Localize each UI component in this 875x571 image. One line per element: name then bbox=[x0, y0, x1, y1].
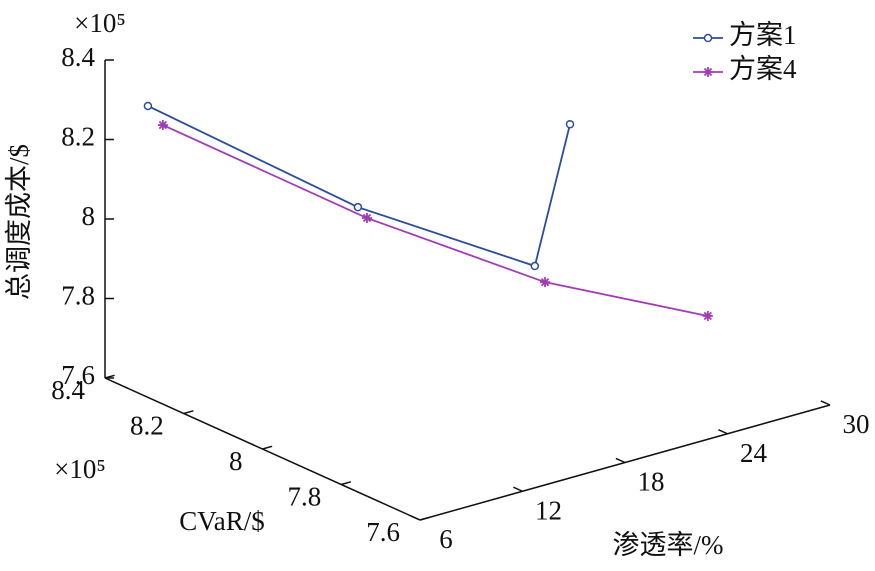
z-tick-label: 8 bbox=[82, 201, 96, 231]
x-tick bbox=[410, 515, 421, 521]
z-tick-label: 7.6 bbox=[61, 360, 95, 390]
y-axis-title: CVaR/$ bbox=[179, 506, 265, 536]
z-multiplier: ×10⁵ bbox=[74, 8, 126, 38]
y-tick bbox=[183, 410, 194, 415]
y-tick bbox=[104, 374, 115, 379]
series-line bbox=[162, 124, 708, 317]
y-tick bbox=[262, 445, 273, 450]
point bbox=[702, 310, 713, 321]
z-tick-label: 8.2 bbox=[61, 122, 95, 152]
x-tick-label: 18 bbox=[638, 467, 665, 497]
legend-label: 方案4 bbox=[729, 54, 797, 84]
point bbox=[565, 120, 575, 129]
point bbox=[530, 261, 540, 271]
x-tick-label: 12 bbox=[535, 495, 562, 525]
x-tick-label: 6 bbox=[439, 524, 453, 554]
y-tick-label: 8.2 bbox=[130, 411, 164, 441]
legend-marker bbox=[703, 67, 713, 77]
y-tick bbox=[341, 481, 352, 486]
y-tick-label: 8 bbox=[229, 446, 243, 476]
point bbox=[353, 202, 363, 212]
x-tick bbox=[718, 428, 728, 435]
z-axis-title: 总调度成本/$ bbox=[4, 144, 34, 300]
point bbox=[540, 277, 551, 288]
legend-label: 方案1 bbox=[729, 20, 797, 50]
x-tick bbox=[615, 457, 626, 464]
y-tick bbox=[419, 516, 430, 521]
z-tick-label: 7.8 bbox=[61, 281, 95, 311]
y-tick-label: 7.8 bbox=[288, 482, 322, 512]
series-line bbox=[147, 105, 571, 268]
point bbox=[361, 213, 372, 224]
x-tick-label: 24 bbox=[740, 438, 768, 468]
x-tick bbox=[513, 486, 523, 492]
x-tick-label: 30 bbox=[843, 409, 870, 439]
y-tick-label: 8.4 bbox=[51, 375, 85, 405]
x-axis-title: 渗透率/% bbox=[613, 530, 724, 560]
y-tick-label: 7.6 bbox=[366, 517, 400, 547]
y-multiplier: ×10⁵ bbox=[54, 454, 106, 484]
x-tick bbox=[820, 400, 831, 406]
z-tick-label: 8.4 bbox=[61, 42, 95, 72]
point bbox=[143, 101, 153, 111]
legend-marker bbox=[703, 33, 713, 43]
point bbox=[157, 120, 168, 131]
